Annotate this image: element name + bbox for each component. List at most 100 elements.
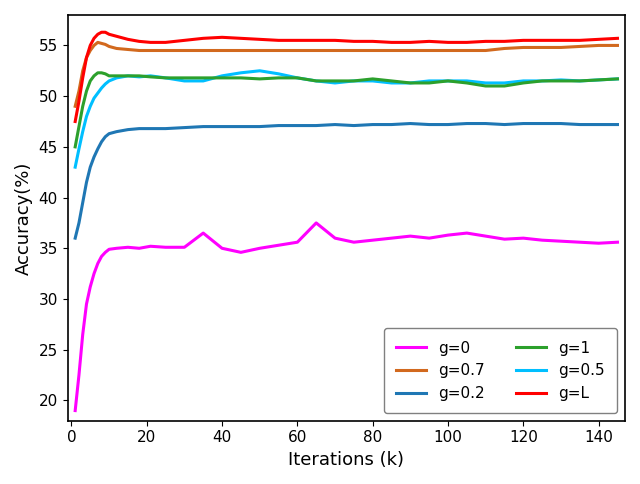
g=0.5 xyxy=(83,114,90,120)
g=1 xyxy=(331,78,339,84)
g=0.7 xyxy=(94,40,102,45)
g=0.7 xyxy=(98,41,106,46)
g=0 xyxy=(94,260,102,266)
g=0 xyxy=(147,243,154,249)
g=1 xyxy=(86,78,94,84)
g=1 xyxy=(180,75,188,81)
g=0 xyxy=(595,241,602,246)
g=0.5 xyxy=(86,104,94,109)
g=0.2 xyxy=(200,124,207,130)
g=0 xyxy=(200,230,207,236)
g=L xyxy=(90,35,98,41)
g=0 xyxy=(388,235,396,241)
g=0.7 xyxy=(463,47,470,53)
g=0.2 xyxy=(71,235,79,241)
g=1 xyxy=(369,76,376,82)
g=0.7 xyxy=(86,47,94,53)
g=L xyxy=(79,75,86,81)
g=0.5 xyxy=(98,85,106,91)
g=0.7 xyxy=(426,47,433,53)
g=0.5 xyxy=(71,164,79,170)
g=0 xyxy=(614,239,621,245)
g=L xyxy=(75,98,83,104)
g=0.2 xyxy=(94,146,102,152)
Line: g=0: g=0 xyxy=(75,223,618,410)
g=0.7 xyxy=(388,47,396,53)
g=0.7 xyxy=(595,43,602,48)
g=0.5 xyxy=(369,78,376,84)
g=1 xyxy=(98,70,106,76)
g=0.2 xyxy=(350,122,358,128)
g=L xyxy=(500,38,508,44)
g=0 xyxy=(538,237,546,243)
g=1 xyxy=(75,124,83,130)
g=L xyxy=(595,36,602,42)
g=L xyxy=(94,31,102,37)
g=1 xyxy=(218,75,226,81)
g=L xyxy=(71,119,79,124)
g=L xyxy=(294,37,301,43)
g=0.7 xyxy=(312,47,320,53)
g=L xyxy=(463,40,470,45)
g=0 xyxy=(79,332,86,337)
g=L xyxy=(83,55,90,60)
g=0.7 xyxy=(557,45,565,50)
g=1 xyxy=(79,104,86,109)
g=0.5 xyxy=(388,80,396,86)
g=0.5 xyxy=(256,68,264,74)
g=0.7 xyxy=(102,42,109,47)
g=0.5 xyxy=(237,70,244,76)
g=1 xyxy=(275,75,282,81)
Line: g=1: g=1 xyxy=(75,73,618,147)
Line: g=0.2: g=0.2 xyxy=(75,123,618,238)
g=0 xyxy=(102,249,109,255)
g=L xyxy=(406,40,414,45)
g=0.5 xyxy=(350,78,358,84)
g=0 xyxy=(256,245,264,251)
g=0.2 xyxy=(75,220,83,226)
g=L xyxy=(388,40,396,45)
g=L xyxy=(86,43,94,48)
g=0 xyxy=(557,238,565,244)
g=L xyxy=(576,37,584,43)
g=1 xyxy=(538,78,546,84)
g=0.2 xyxy=(500,121,508,127)
g=0 xyxy=(75,372,83,378)
g=0.7 xyxy=(614,43,621,48)
g=0.5 xyxy=(331,80,339,86)
g=0.2 xyxy=(520,121,527,126)
g=0.5 xyxy=(312,78,320,84)
g=L xyxy=(180,37,188,43)
g=1 xyxy=(350,78,358,84)
g=0 xyxy=(105,246,113,252)
g=1 xyxy=(71,144,79,150)
g=0.2 xyxy=(102,134,109,139)
g=1 xyxy=(162,75,170,81)
g=0 xyxy=(275,242,282,248)
g=L xyxy=(237,35,244,41)
g=1 xyxy=(200,75,207,81)
g=1 xyxy=(444,78,452,84)
g=0.2 xyxy=(237,124,244,130)
g=0.2 xyxy=(426,121,433,127)
g=0.7 xyxy=(218,47,226,53)
g=1 xyxy=(113,73,120,79)
g=0 xyxy=(90,271,98,276)
g=0.5 xyxy=(102,81,109,87)
g=L xyxy=(102,30,109,35)
g=L xyxy=(256,36,264,42)
g=0.5 xyxy=(147,73,154,79)
g=L xyxy=(113,33,120,39)
g=0.7 xyxy=(576,44,584,49)
g=0 xyxy=(136,245,143,251)
g=0.2 xyxy=(105,131,113,136)
g=0 xyxy=(86,284,94,290)
g=0.7 xyxy=(200,47,207,53)
g=0.2 xyxy=(136,126,143,132)
g=0 xyxy=(162,244,170,250)
g=0.2 xyxy=(538,121,546,126)
g=0.7 xyxy=(162,47,170,53)
g=0.5 xyxy=(180,78,188,84)
g=1 xyxy=(147,74,154,80)
g=L xyxy=(124,36,132,42)
